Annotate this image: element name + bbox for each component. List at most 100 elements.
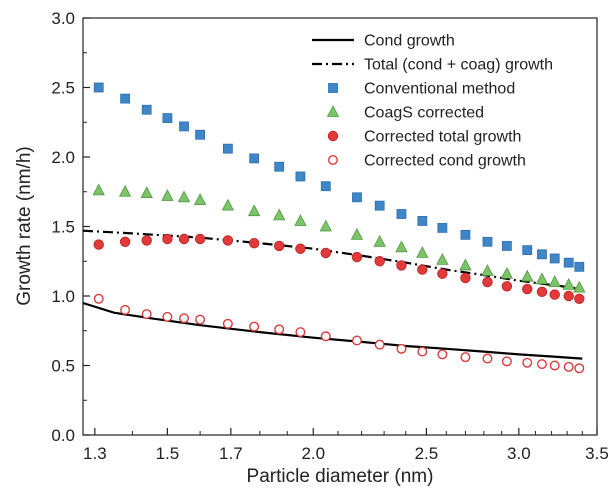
series-5-point [563, 361, 574, 372]
series-2-point [574, 261, 585, 272]
legend-marker-3 [326, 105, 340, 117]
series-5-point [374, 339, 385, 350]
series-4-point [93, 239, 104, 250]
series-3-point [161, 189, 174, 201]
series-4-point [501, 281, 513, 292]
x-tick-label: 1.7 [219, 444, 243, 463]
x-axis: 1.3 1.5 1.7 2.0 2.5 3.0 3.5 [83, 428, 609, 463]
series-4-point [563, 290, 574, 302]
series-2-point [460, 229, 471, 240]
legend-marker-4 [327, 130, 339, 142]
series-3-point [294, 214, 307, 226]
series-3-point [350, 227, 364, 240]
series-4-point [351, 251, 363, 263]
legend-label-5: Corrected cond growth [364, 153, 526, 170]
series-markers [92, 82, 586, 374]
series-4-point [141, 235, 152, 246]
series-2-point [537, 249, 547, 260]
series-5-point [574, 363, 585, 374]
series-5-point [93, 293, 104, 304]
series-2-point [522, 245, 533, 256]
series-2-point [549, 253, 560, 264]
y-tick-label: 2.0 [51, 148, 75, 167]
series-3-point [92, 183, 105, 196]
series-3-point [562, 278, 575, 290]
series-5-point [522, 357, 533, 368]
legend-marker-2 [328, 83, 338, 93]
series-4-point [194, 233, 206, 245]
series-5-point [417, 346, 428, 357]
series-2-point [195, 129, 206, 140]
series-2-point [482, 236, 493, 247]
series-3-point [573, 280, 586, 293]
series-3-point [500, 266, 514, 279]
series-4-point [320, 247, 331, 259]
y-tick-label: 1.5 [51, 218, 75, 237]
series-4-point [374, 256, 385, 267]
y-tick-label: 0.5 [51, 357, 75, 376]
series-3-point [395, 240, 408, 253]
series-line-0 [82, 301, 583, 360]
series-2-point [179, 121, 189, 132]
series-4-point [295, 243, 306, 254]
series-3-point [273, 208, 286, 221]
series-4-point [549, 289, 560, 300]
series-5-point [162, 311, 173, 322]
series-2-point [141, 104, 152, 115]
series-2-point [417, 216, 428, 226]
series-5-point [351, 335, 362, 346]
legend-label-2: Conventional method [364, 81, 515, 98]
series-5-point [249, 321, 260, 332]
series-3-point [248, 204, 261, 217]
series-4-point [536, 286, 548, 298]
series-5-point [120, 304, 131, 315]
series-5-point [501, 356, 512, 367]
series-5-point [460, 352, 471, 363]
series-3-point [193, 193, 207, 205]
series-3-point [373, 234, 386, 247]
y-tick-label: 1.0 [51, 287, 75, 306]
series-5-point [396, 343, 407, 354]
series-4-point [273, 240, 285, 252]
series-2-point [320, 181, 331, 192]
x-tick-label: 1.5 [156, 444, 180, 463]
x-tick-label: 3.5 [585, 444, 609, 463]
series-5-point [536, 359, 547, 370]
series-3-point [535, 272, 549, 285]
series-3-point [436, 252, 449, 265]
y-tick-label: 3.0 [51, 9, 75, 28]
legend-marker-5 [328, 154, 339, 165]
series-5-point [437, 349, 448, 360]
series-2-point [249, 153, 260, 164]
y-tick-label: 2.5 [51, 79, 75, 98]
series-2-point [93, 82, 104, 93]
series-2-point [222, 143, 233, 154]
series-5-point [295, 327, 306, 338]
series-2-point [352, 192, 362, 203]
legend-label-3: CoagS corrected [364, 105, 484, 122]
series-2-point [374, 200, 385, 211]
series-4-point [460, 272, 471, 284]
x-tick-label: 1.3 [83, 444, 107, 463]
series-4-point [222, 235, 234, 246]
series-4-point [119, 236, 131, 247]
series-2-point [501, 241, 512, 251]
x-tick-label: 2.5 [415, 444, 439, 463]
series-2-point [120, 93, 131, 104]
series-5-point [482, 353, 493, 364]
series-4-point [248, 237, 260, 249]
series-3-point [221, 198, 235, 211]
y-tick-label: 0.0 [51, 426, 75, 445]
legend-label-0: Cond growth [364, 33, 455, 50]
series-3-point [319, 219, 332, 232]
series-2-point [274, 161, 285, 172]
series-2-point [396, 209, 407, 219]
series-4-point [162, 233, 173, 245]
series-2-point [437, 222, 448, 233]
series-5-point [141, 309, 152, 320]
series-3-point [118, 184, 132, 197]
legend: Cond growth Total (cond + coag) growth Con… [312, 33, 553, 170]
series-5-point [274, 324, 285, 335]
series-5-point [549, 360, 560, 371]
